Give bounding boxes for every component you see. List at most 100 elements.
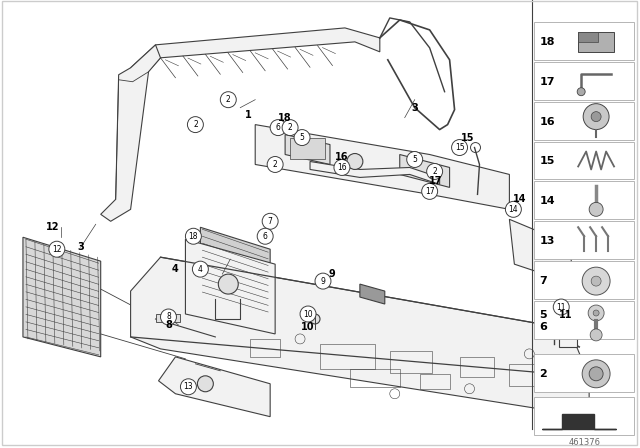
Text: 10: 10 [303,310,313,319]
Text: 18: 18 [189,232,198,241]
Circle shape [452,140,468,155]
Polygon shape [509,220,574,284]
Text: 15: 15 [455,143,465,152]
Circle shape [582,267,610,295]
Text: 4: 4 [198,265,203,274]
Bar [509,364,549,386]
Text: 18: 18 [278,112,292,123]
Circle shape [186,228,202,244]
Polygon shape [159,357,270,417]
Text: 2: 2 [540,369,547,379]
Polygon shape [100,45,161,221]
Text: 4: 4 [172,264,179,274]
Circle shape [589,367,603,381]
Text: 18: 18 [540,37,555,47]
Circle shape [267,156,283,172]
Circle shape [315,273,331,289]
Circle shape [577,88,585,96]
Text: 17: 17 [429,177,442,186]
Bar [156,314,180,322]
Bar [460,357,495,377]
Text: 11: 11 [559,310,572,320]
Text: 14: 14 [509,205,518,214]
Text: 12: 12 [46,222,60,232]
Text: 461376: 461376 [568,438,600,447]
Text: 16: 16 [337,163,347,172]
Circle shape [583,103,609,129]
Polygon shape [310,161,440,185]
Text: 1: 1 [245,110,252,120]
Circle shape [427,164,443,180]
Text: 8: 8 [165,320,172,330]
Text: 3: 3 [412,103,418,112]
Polygon shape [186,239,275,334]
Circle shape [197,376,213,392]
Text: 13: 13 [540,236,555,246]
Text: 2: 2 [432,167,437,176]
Circle shape [49,241,65,257]
Circle shape [161,309,177,325]
Bar [534,22,634,60]
Text: 16: 16 [335,152,349,163]
Polygon shape [131,28,380,80]
Bar [250,339,280,357]
Circle shape [282,120,298,136]
Bar [534,62,634,100]
Bar [534,142,634,180]
Text: 2: 2 [193,120,198,129]
Circle shape [588,305,604,321]
Circle shape [506,201,522,217]
Bar [534,397,634,435]
Bar [290,138,325,159]
Bar [534,102,634,140]
Circle shape [347,154,363,169]
Text: 16: 16 [540,116,555,127]
Bar [578,32,598,42]
Circle shape [294,129,310,146]
Text: 10: 10 [301,322,315,332]
Text: 5: 5 [300,133,305,142]
Text: 12: 12 [52,245,61,254]
Circle shape [193,261,209,277]
Polygon shape [23,237,100,357]
Bar [534,301,634,339]
Bar [559,325,577,347]
Bar [320,344,375,369]
Circle shape [270,120,286,136]
Text: 14: 14 [513,194,526,204]
Bar [534,354,634,392]
Bar [390,351,431,373]
Polygon shape [360,284,385,304]
Polygon shape [400,155,449,187]
Bar [578,32,614,52]
Circle shape [593,310,599,316]
Polygon shape [542,414,616,429]
Text: 2: 2 [273,160,278,169]
Circle shape [262,213,278,229]
Text: 11: 11 [557,302,566,311]
Bar [534,261,634,299]
Circle shape [257,228,273,244]
Circle shape [310,314,320,324]
Circle shape [300,306,316,322]
Circle shape [422,183,438,199]
Text: 13: 13 [184,382,193,391]
Text: 6: 6 [263,232,268,241]
Bar [534,181,634,220]
Bar [350,369,400,387]
Circle shape [407,151,422,168]
Polygon shape [131,257,589,417]
Circle shape [553,299,569,315]
Polygon shape [255,125,509,209]
Circle shape [591,276,601,286]
Text: 7: 7 [268,217,273,226]
Polygon shape [285,134,330,164]
Text: 15: 15 [461,133,474,142]
Text: 8: 8 [166,313,171,322]
Circle shape [590,329,602,341]
Circle shape [582,360,610,388]
Circle shape [188,116,204,133]
Circle shape [334,159,350,176]
Text: 7: 7 [540,276,547,286]
Circle shape [220,92,236,108]
